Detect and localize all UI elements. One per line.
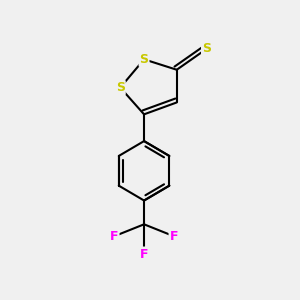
- Text: S: S: [202, 42, 211, 56]
- Text: S: S: [116, 81, 125, 94]
- Text: F: F: [140, 248, 148, 260]
- Text: F: F: [169, 230, 178, 243]
- Text: F: F: [110, 230, 118, 243]
- Text: S: S: [140, 53, 148, 66]
